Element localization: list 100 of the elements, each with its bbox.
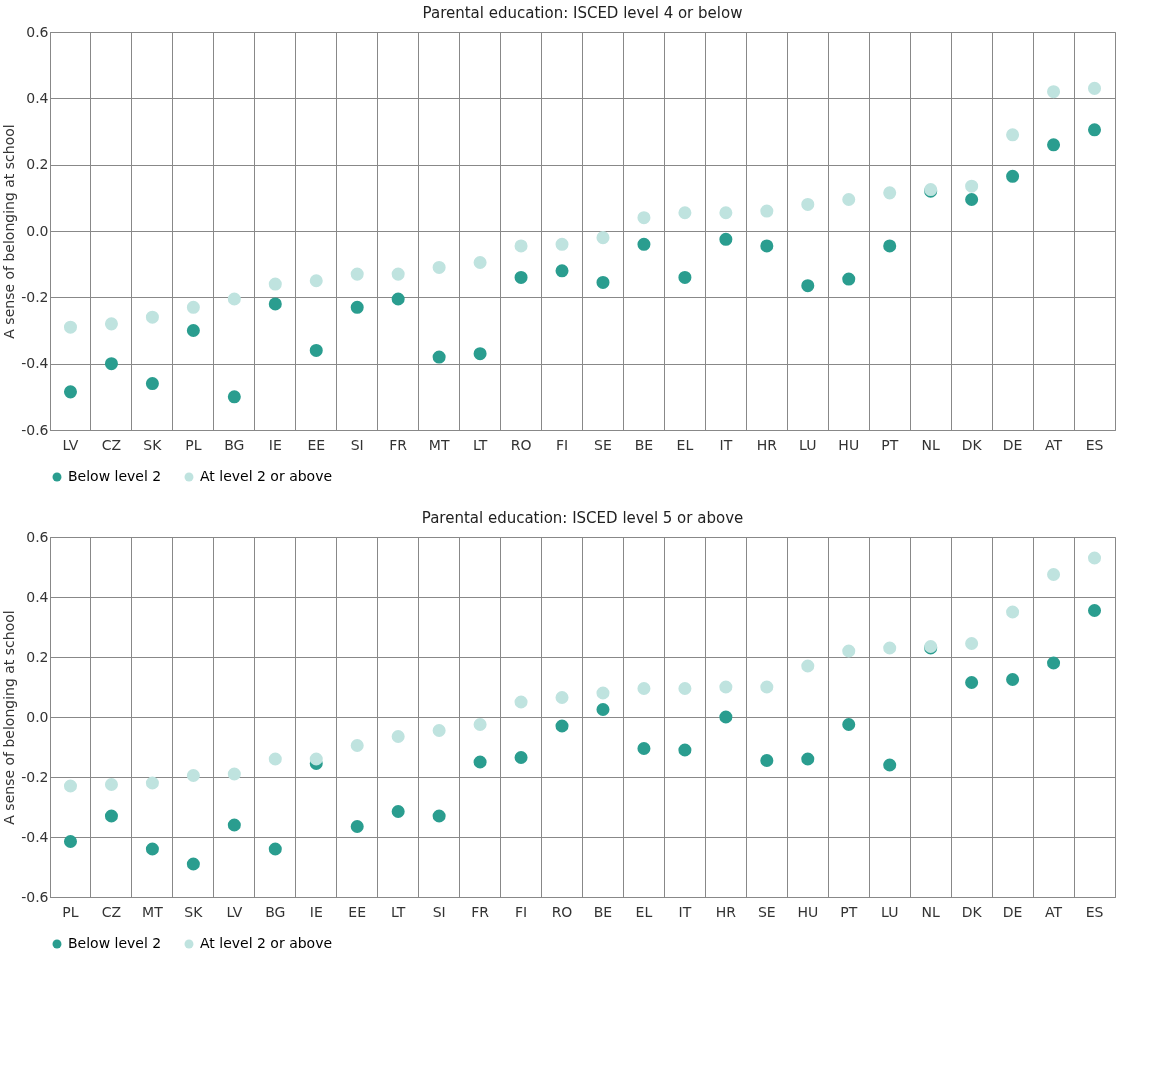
x-tick-label: PL xyxy=(185,436,202,453)
point xyxy=(883,758,897,772)
x-tick-label: PL xyxy=(62,903,79,920)
x-tick-label: MT xyxy=(142,903,164,920)
y-tick-label: 0.0 xyxy=(26,222,49,239)
y-tick-label: 0.6 xyxy=(26,528,49,545)
point xyxy=(637,211,651,225)
y-tick-label: 0.4 xyxy=(26,588,49,605)
x-tick-label: DE xyxy=(1002,903,1023,920)
x-tick-label: BG xyxy=(265,903,286,920)
point xyxy=(227,390,241,404)
point xyxy=(186,300,200,314)
point xyxy=(1047,656,1061,670)
x-tick-label: HR xyxy=(756,436,778,453)
point xyxy=(842,192,856,206)
point xyxy=(760,680,774,694)
point xyxy=(227,767,241,781)
point xyxy=(391,729,405,744)
point xyxy=(309,343,323,357)
point xyxy=(309,274,323,288)
x-tick-label: SE xyxy=(757,903,776,920)
point xyxy=(514,270,528,284)
x-tick-label: DK xyxy=(961,903,983,920)
legend-label: Below level 2 xyxy=(68,468,162,484)
point xyxy=(350,819,364,834)
point xyxy=(842,644,856,658)
x-tick-label: AT xyxy=(1045,436,1063,453)
point xyxy=(1006,605,1020,619)
x-tick-label: NL xyxy=(921,436,941,453)
point xyxy=(268,297,282,311)
y-tick-label: -0.2 xyxy=(21,768,49,785)
point xyxy=(801,197,815,211)
x-tick-label: EL xyxy=(635,903,653,920)
point xyxy=(104,357,118,371)
point xyxy=(965,636,979,651)
point xyxy=(555,719,569,733)
x-tick-label: EL xyxy=(676,436,694,453)
point xyxy=(801,752,815,766)
point xyxy=(186,323,200,338)
point xyxy=(514,695,528,709)
point xyxy=(1047,138,1061,152)
point xyxy=(555,690,569,705)
x-tick-label: SI xyxy=(350,436,364,453)
point xyxy=(268,842,282,856)
x-tick-label: EE xyxy=(307,436,326,453)
point xyxy=(1088,123,1102,137)
point xyxy=(801,659,815,673)
x-tick-label: MT xyxy=(428,436,450,453)
point xyxy=(350,267,364,281)
point xyxy=(63,320,77,334)
x-tick-label: CZ xyxy=(101,903,122,920)
x-tick-label: SI xyxy=(432,903,446,920)
point xyxy=(63,834,77,849)
point xyxy=(350,300,364,314)
point xyxy=(432,809,446,823)
point xyxy=(965,179,979,193)
point xyxy=(883,186,897,200)
point xyxy=(473,717,487,732)
x-tick-label: EE xyxy=(348,903,367,920)
chart-title: Parental education: ISCED level 5 or above xyxy=(421,509,744,527)
x-tick-label: BG xyxy=(224,436,245,453)
point xyxy=(432,350,446,364)
point xyxy=(637,237,651,251)
x-tick-label: IT xyxy=(719,436,733,453)
x-tick-label: ES xyxy=(1085,436,1104,453)
y-tick-label: 0.4 xyxy=(26,89,49,106)
point xyxy=(637,681,651,696)
legend-label: Below level 2 xyxy=(68,935,162,951)
point xyxy=(719,232,733,246)
y-tick-label: 0.2 xyxy=(26,648,49,665)
point xyxy=(268,752,282,766)
point xyxy=(965,192,979,206)
point xyxy=(965,675,979,690)
x-tick-label: AT xyxy=(1045,903,1063,920)
point xyxy=(309,752,323,766)
x-tick-label: LU xyxy=(799,436,817,453)
x-tick-label: LT xyxy=(390,903,406,920)
point xyxy=(719,680,733,694)
chart-title: Parental education: ISCED level 4 or below xyxy=(422,4,743,22)
point xyxy=(432,260,446,274)
point xyxy=(678,206,692,220)
point xyxy=(1047,85,1061,99)
y-axis-title: A sense of belonging at school xyxy=(1,610,18,825)
x-tick-label: LT xyxy=(472,436,488,453)
y-tick-label: -0.4 xyxy=(21,828,49,845)
y-tick-label: -0.4 xyxy=(21,355,49,372)
point xyxy=(145,377,159,391)
x-tick-label: IE xyxy=(309,903,323,920)
x-tick-label: FR xyxy=(389,436,408,453)
point xyxy=(842,717,856,732)
x-tick-label: PT xyxy=(881,436,899,453)
x-tick-label: IT xyxy=(678,903,692,920)
point xyxy=(473,755,487,769)
y-tick-label: -0.6 xyxy=(21,421,49,438)
point xyxy=(104,777,118,792)
x-tick-label: FR xyxy=(471,903,490,920)
point xyxy=(719,206,733,220)
point xyxy=(1006,672,1020,687)
point xyxy=(637,741,651,756)
point xyxy=(432,723,446,738)
